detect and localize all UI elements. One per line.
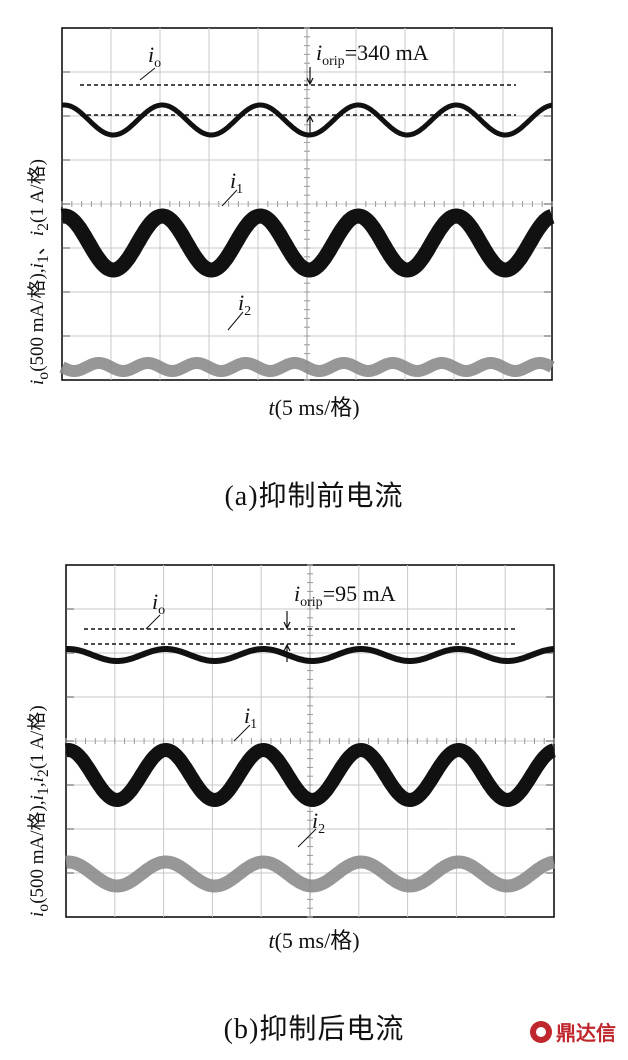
label-io: io: [148, 42, 161, 71]
label-ripple-value: iorip=95 mA: [294, 581, 396, 610]
series-i2-trace: [60, 855, 560, 893]
label-i1: i1: [230, 168, 243, 197]
logo-icon: [530, 1020, 552, 1043]
series-i1-trace: [55, 208, 559, 278]
x-axis-label-b: t(5 ms/格): [268, 928, 360, 953]
leader-io: [139, 67, 156, 81]
leader-i1: [233, 724, 251, 742]
ripple-arrowhead-top: [283, 621, 291, 630]
caption-a: (a)抑制前电流: [224, 481, 404, 512]
caption-b: (b)抑制后电流: [223, 1014, 405, 1045]
annotation-group-a: io i1 i2 iorip=340 mA: [80, 40, 516, 331]
leader-i1: [221, 189, 238, 207]
grid-a: [61, 27, 553, 381]
leader-i2: [297, 828, 317, 848]
label-ripple-value: iorip=340 mA: [316, 40, 429, 69]
label-i1: i1: [244, 703, 257, 732]
y-axis-label-a: io(500 mA/格),i1、i2(1 A/格): [27, 159, 52, 385]
ripple-arrowhead-top: [306, 77, 314, 86]
scope-plot-b: io i1 i2 iorip=95 mA: [60, 564, 560, 918]
watermark-logo: 鼎达信: [530, 1017, 616, 1046]
panel-a: io i1 i2 iorip=340 mA io(500 mA/格),i1、i2(1 …: [0, 0, 628, 520]
scope-plot-a: io i1 i2 iorip=340 mA: [55, 27, 559, 381]
series-i2-trace: [57, 357, 557, 377]
grid-b: [65, 564, 555, 918]
annotation-group-b: io i1 i2 iorip=95 mA: [84, 581, 518, 848]
label-i2: i2: [312, 808, 325, 837]
leader-io: [145, 614, 161, 630]
series-group-b: [60, 646, 560, 893]
series-i1-trace: [60, 743, 560, 807]
panel-b: io i1 i2 iorip=95 mA io(500 mA/格),i1,i2(1 A…: [0, 545, 628, 1045]
leader-i2: [227, 311, 244, 331]
y-axis-label-b: io(500 mA/格),i1,i2(1 A/格): [27, 705, 52, 917]
label-i2: i2: [238, 290, 251, 319]
series-io-trace: [64, 646, 556, 664]
x-axis-label-a: t(5 ms/格): [268, 395, 360, 420]
label-io: io: [152, 589, 165, 618]
ripple-arrowhead-bottom: [306, 114, 314, 123]
ripple-arrowhead-bottom: [283, 643, 291, 652]
